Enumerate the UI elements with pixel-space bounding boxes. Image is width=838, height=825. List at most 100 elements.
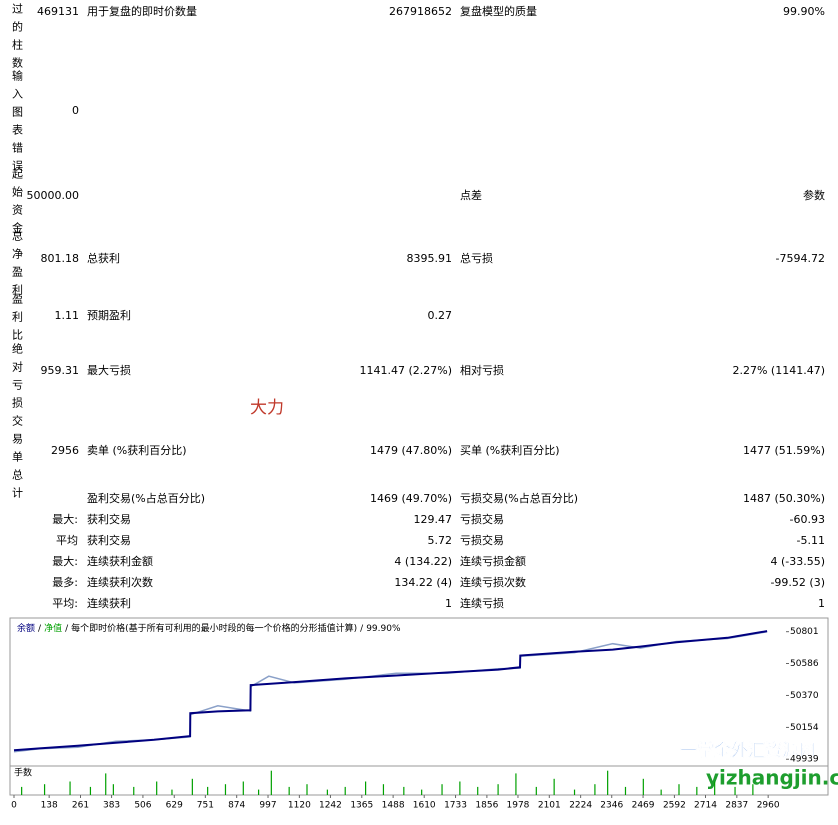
volume-bar xyxy=(660,789,662,795)
x-tick-label: 383 xyxy=(103,801,120,811)
legend-separator: / xyxy=(38,624,42,634)
x-tick-label: 2346 xyxy=(600,801,623,811)
side-value: 0 xyxy=(72,104,79,117)
field-label: 盈利交易(%占总百分比) xyxy=(87,491,205,505)
field-label: 相对亏损 xyxy=(460,363,504,377)
chart-legend: 余额 / 净值 / 每个即时价格(基于所有可利用的最小时段的每一个价格的分形插值计算) /… xyxy=(17,622,401,634)
legend-separator: / xyxy=(65,624,69,634)
field-value: 1469 (49.70%) xyxy=(370,492,452,505)
volume-bar xyxy=(607,770,609,795)
volume-bar xyxy=(714,781,716,795)
watermark-name: 一掌金外汇资源网 xyxy=(680,740,816,761)
x-tick-label: 2837 xyxy=(725,801,748,811)
volume-bar xyxy=(624,786,627,795)
x-tick-label: 2714 xyxy=(694,801,717,811)
x-tick-label: 997 xyxy=(259,801,276,811)
field-label: 预期盈利 xyxy=(87,309,131,322)
field-value: 1477 (51.59%) xyxy=(743,444,825,457)
field-value: 2.27% (1141.47) xyxy=(732,364,825,377)
field-value: 参数 xyxy=(803,188,825,202)
x-tick-label: 0 xyxy=(11,801,17,811)
field-value: 4 (-33.55) xyxy=(770,555,825,568)
x-tick-label: 138 xyxy=(41,801,58,811)
x-tick-label: 1978 xyxy=(507,801,530,811)
field-label: 亏损交易(%占总百分比) xyxy=(460,491,578,505)
x-tick-label: 751 xyxy=(197,801,214,811)
side-value: 50000.00 xyxy=(27,189,80,202)
volume-bar xyxy=(242,781,244,795)
volume-bar xyxy=(752,784,754,795)
watermark-site: yizhangjin.com xyxy=(706,766,838,790)
x-tick-label: 1242 xyxy=(319,801,342,811)
volume-bar xyxy=(191,778,193,795)
legend-quality: 99.90% xyxy=(366,624,401,634)
field-label: 用于复盘的即时价数量 xyxy=(87,4,197,18)
volume-bar xyxy=(403,786,405,795)
x-tick-label: 1365 xyxy=(350,801,373,811)
field-label: 获利交易 xyxy=(87,533,131,547)
x-tick-label: 629 xyxy=(166,801,183,811)
volume-bar xyxy=(257,789,260,795)
y-tick-label: 50801 xyxy=(790,627,819,637)
x-tick-label: 1488 xyxy=(382,801,405,811)
volume-bar xyxy=(535,786,537,795)
stamp: 大力 xyxy=(250,398,284,418)
field-value: -99.52 (3) xyxy=(770,576,825,589)
volume-bar xyxy=(112,784,114,795)
field-label: 亏损交易 xyxy=(460,512,504,526)
stat-prefix: 平均: xyxy=(52,597,78,610)
volume-bar xyxy=(441,784,443,795)
x-tick-label: 506 xyxy=(134,801,151,811)
x-tick-label: 261 xyxy=(72,801,89,811)
field-label: 连续亏损次数 xyxy=(460,575,526,589)
field-label: 连续获利 xyxy=(87,596,131,610)
field-value: 134.22 (4) xyxy=(394,576,452,589)
field-label: 总亏损 xyxy=(460,251,493,265)
side-value: 2956 xyxy=(51,444,79,457)
stat-prefix: 最多: xyxy=(52,575,78,589)
field-value: 129.47 xyxy=(414,513,453,526)
field-value: 4 (134.22) xyxy=(394,555,452,568)
field-label: 总获利 xyxy=(87,251,120,265)
volume-bar xyxy=(594,784,596,795)
x-tick-label: 1610 xyxy=(413,801,436,811)
volume-bar xyxy=(344,786,346,795)
x-tick-label: 1856 xyxy=(475,801,498,811)
volume-bar xyxy=(171,789,173,795)
volume-bar xyxy=(133,786,135,795)
legend-entry: 余额 xyxy=(17,622,35,634)
field-value: -60.93 xyxy=(790,513,825,526)
side-label: 绝对亏损 xyxy=(11,342,24,415)
volume-bar xyxy=(573,789,576,795)
field-label: 获利交易 xyxy=(87,512,131,526)
field-label: 连续亏损金额 xyxy=(460,554,526,568)
x-tick-label: 874 xyxy=(228,801,245,811)
field-value: 8395.91 xyxy=(407,252,453,265)
stat-prefix: 最大: xyxy=(52,554,78,568)
side-value: 801.18 xyxy=(41,252,80,265)
volume-bar xyxy=(156,781,158,795)
volume-bar xyxy=(515,773,517,795)
x-tick-label: 1733 xyxy=(444,801,467,811)
volume-bar xyxy=(69,781,71,795)
side-label: 盈利比 xyxy=(11,293,24,347)
volume-bar xyxy=(477,786,479,795)
field-value: 1487 (50.30%) xyxy=(743,492,825,505)
field-value: 1141.47 (2.27%) xyxy=(359,364,452,377)
volume-bar xyxy=(43,784,46,795)
volume-bar xyxy=(207,786,209,795)
volume-bar xyxy=(224,784,227,795)
volume-bar xyxy=(365,781,367,795)
y-tick-label: 50154 xyxy=(790,723,819,733)
side-label: 起始资金 xyxy=(11,168,24,240)
side-label: 输入图表错误 xyxy=(11,69,24,178)
stat-prefix: 最大: xyxy=(52,512,78,526)
field-label: 点差 xyxy=(460,188,482,202)
volume-bar xyxy=(678,784,680,795)
volume-bar xyxy=(270,770,272,795)
field-label: 最大亏损 xyxy=(87,363,131,377)
side-value: 469131 xyxy=(37,5,79,18)
legend-note: 每个即时价格(基于所有可利用的最小时段的每一个价格的分形插值计算) xyxy=(71,622,357,634)
volume-bar xyxy=(642,778,644,795)
